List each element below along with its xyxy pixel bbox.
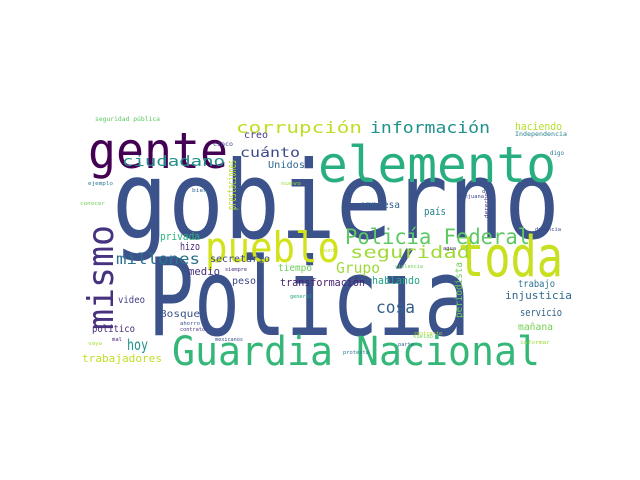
word: vaya <box>88 341 102 347</box>
word: transformación <box>280 276 365 289</box>
word: cinco <box>213 141 233 148</box>
word: Guardia Nacional <box>172 329 540 375</box>
word: Grupo <box>336 259 380 277</box>
word: dar <box>482 189 492 195</box>
word: político <box>92 323 135 335</box>
word: trabajo <box>518 279 555 290</box>
word: denuncia <box>535 227 561 233</box>
word: protesta <box>343 350 369 356</box>
word: hizo <box>180 240 200 253</box>
word: gobierno <box>112 139 560 264</box>
word: mismo <box>81 225 122 330</box>
cloud-background <box>80 118 560 368</box>
word: Unidos <box>268 160 305 171</box>
word: Policía Federal <box>345 225 530 249</box>
word: mexicanos <box>215 337 243 343</box>
word: asunto <box>320 248 338 254</box>
word: Bosque <box>160 309 200 320</box>
word: contrario <box>414 331 442 337</box>
word: mañana <box>518 322 553 333</box>
word: cosa <box>376 298 415 318</box>
word: ejemplo <box>88 181 113 187</box>
word: ahorro <box>180 321 200 327</box>
word: sueldo <box>413 334 433 340</box>
word: elemento <box>318 136 556 194</box>
word: video <box>118 295 145 306</box>
word: general <box>290 294 312 300</box>
word: nuevo <box>281 181 301 187</box>
word: hoy <box>127 336 148 354</box>
word: servicio <box>520 306 562 319</box>
word: siempre <box>225 267 247 273</box>
word: información <box>370 118 490 137</box>
word: bien <box>192 188 207 194</box>
word: ciudadano <box>122 154 225 170</box>
word: toda <box>458 225 563 290</box>
word: parte <box>398 342 414 348</box>
word: Policía <box>148 236 470 361</box>
word: informar <box>520 340 550 346</box>
word: periodista <box>454 262 465 318</box>
word: derecho <box>484 193 490 218</box>
word: país <box>424 205 446 218</box>
word: Sanjuana <box>458 194 484 200</box>
word: seguridad <box>350 243 470 263</box>
word: agua <box>443 246 456 252</box>
word: seguridad pública <box>95 116 160 123</box>
word: pesos <box>232 276 262 287</box>
word: gente <box>88 122 228 180</box>
word: corrupción <box>236 118 362 137</box>
word: haciendo <box>515 120 562 133</box>
word: Independencia <box>515 131 567 138</box>
word: creo <box>244 130 268 141</box>
word: cuánto <box>240 146 300 161</box>
word: contrato <box>180 327 205 333</box>
word: secretario <box>210 254 270 265</box>
word: injusticia <box>505 289 572 302</box>
word: mal <box>112 337 122 343</box>
word: pueblo <box>205 223 340 272</box>
word: conocer <box>80 201 105 207</box>
word: empresa <box>360 200 400 211</box>
word: trabajadores <box>82 352 162 365</box>
word: violencia <box>395 264 423 270</box>
word: digo <box>550 150 564 157</box>
word: privada <box>160 230 200 243</box>
word: tiempo <box>278 263 312 274</box>
word: prestaciones <box>225 160 239 210</box>
word: millones <box>116 250 200 268</box>
word: hablando <box>372 274 420 287</box>
word: medio <box>188 265 220 278</box>
